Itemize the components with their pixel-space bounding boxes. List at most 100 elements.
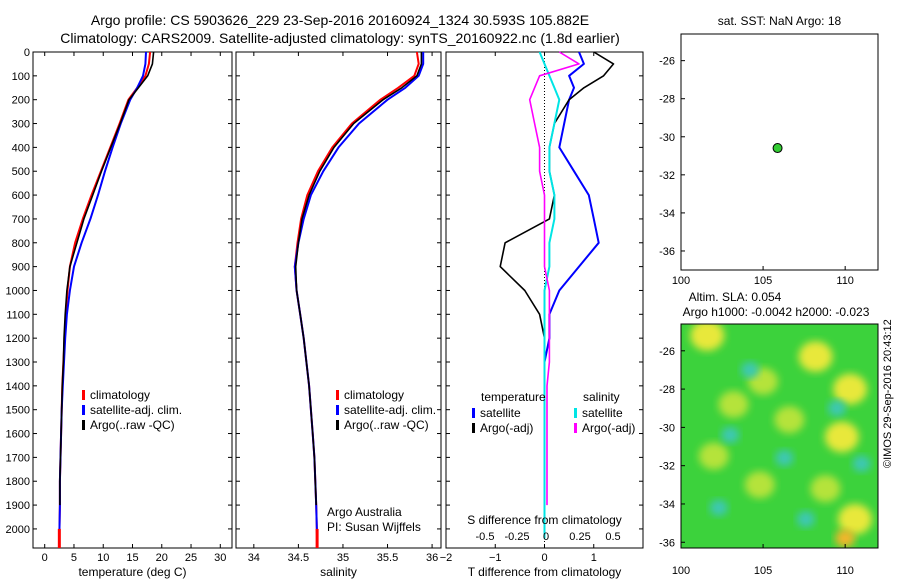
sla-anomaly-blob: [709, 499, 728, 516]
temperature-legend-swatch: [82, 405, 85, 415]
sla-anomaly-blob: [740, 361, 759, 379]
differences-series-0-line: [543, 51, 600, 539]
temperature-xtick-label: 15: [126, 552, 138, 564]
depth-tick-label: 400: [12, 142, 30, 154]
depth-tick-label: 200: [12, 95, 30, 107]
diff-legend-label: Argo(-adj): [582, 421, 635, 435]
differences-xtick-label: 0: [541, 552, 547, 564]
differences-xtick-label: −2: [440, 552, 453, 564]
sla-anomaly-blob: [827, 400, 846, 417]
salinity-plot-frame: [235, 51, 442, 549]
differences-series-1-line: [499, 51, 615, 506]
salinity-diff-tick-label: 0: [543, 531, 549, 543]
salinity-legend-label: climatology: [344, 388, 404, 402]
depth-tick-label: 1300: [6, 357, 30, 369]
temperature-legend-label: Argo(..raw -QC): [90, 418, 175, 432]
salinity-xtick-label: 35: [337, 552, 349, 564]
temperature-legend-swatch: [82, 420, 85, 430]
salinity-diff-tick-label: 0.5: [605, 531, 620, 543]
temperature-xlabel: temperature (deg C): [78, 565, 186, 579]
sla-heatmap-field: [690, 324, 873, 548]
altimetry-title-heights: Argo h1000: -0.0042 h2000: -0.023: [683, 305, 870, 319]
depth-tick-label: 1800: [6, 476, 30, 488]
differences-xlabel: T difference from climatology: [468, 565, 622, 579]
salinity-legend-swatch: [336, 405, 339, 415]
sla-anomaly-blob: [698, 442, 729, 470]
heatmap-ytick-label: -26: [659, 346, 675, 358]
depth-tick-label: 1400: [6, 381, 30, 393]
heatmap-ytick-label: -30: [659, 422, 675, 434]
differences-xtick-label: −1: [489, 552, 502, 564]
temperature-series-0-line: [58, 51, 152, 539]
map-xtick-label: 100: [672, 275, 690, 287]
sla-anomaly-blob: [690, 324, 725, 351]
temperature-xtick-label: 0: [42, 552, 48, 564]
salinity-xtick-label: 36: [426, 552, 438, 564]
chart-title-line1: Argo profile: CS 5903626_229 23-Sep-2016…: [90, 12, 590, 28]
depth-tick-label: 1900: [6, 500, 30, 512]
diff-legend-swatch: [472, 423, 475, 433]
salinity-xlabel: salinity: [320, 565, 357, 579]
differences-series-3-line: [528, 51, 580, 506]
differences-xtick-label: 1: [591, 552, 597, 564]
location-map-frame: [680, 33, 879, 271]
temperature-xtick-label: 5: [71, 552, 77, 564]
map-ytick-label: -32: [659, 170, 675, 182]
argo-location-marker: [772, 143, 783, 154]
depth-tick-label: 2000: [6, 524, 30, 536]
depth-tick-label: 1200: [6, 333, 30, 345]
legend-title-salinity: salinity: [583, 390, 620, 404]
temperature-xtick-label: 25: [185, 552, 197, 564]
sla-anomaly-blob: [838, 503, 873, 535]
diff-legend-swatch: [574, 423, 577, 433]
altimetry-title-sla: Altim. SLA: 0.054: [689, 290, 782, 304]
sla-heatmap-frame: [680, 323, 879, 549]
diff-legend-swatch: [574, 408, 577, 418]
depth-tick-label: 1100: [6, 309, 30, 321]
depth-tick-label: 800: [12, 238, 30, 250]
map-ytick-label: -30: [659, 132, 675, 144]
diff-legend-label: satellite: [480, 406, 521, 420]
heatmap-ytick-label: -36: [659, 537, 675, 549]
map-ytick-label: -36: [659, 246, 675, 258]
depth-tick-label: 300: [12, 119, 30, 131]
depth-tick-label: 100: [12, 71, 30, 83]
sla-anomaly-blob: [824, 421, 859, 453]
salinity-legend-label: satellite-adj. clim.: [344, 403, 436, 417]
differences-series-2-line: [538, 51, 561, 539]
temperature-series-2-line: [59, 51, 155, 506]
depth-tick-label: 500: [12, 166, 30, 178]
salinity-legend-swatch: [336, 420, 339, 430]
salinity-diff-tick-label: 0.25: [569, 531, 590, 543]
sla-anomaly-blob: [744, 471, 775, 499]
sla-anomaly-blob: [721, 426, 740, 444]
sla-anomaly-blob: [835, 529, 856, 548]
salinity-annotation: PI: Susan Wijffels: [327, 520, 421, 534]
depth-tick-label: 1000: [6, 285, 30, 297]
heatmap-xtick-label: 100: [672, 565, 690, 577]
chart-title-line2: Climatology: CARS2009. Satellite-adjuste…: [60, 30, 620, 46]
heatmap-ytick-label: -28: [659, 384, 675, 396]
sla-anomaly-blob: [718, 390, 749, 418]
salinity-legend-swatch: [336, 390, 339, 400]
imos-timestamp: ©IMOS 29-Sep-2016 20:43:12: [882, 319, 894, 468]
heatmap-ytick-label: -32: [659, 461, 675, 473]
salinity-annotation: Argo Australia: [327, 505, 402, 519]
map-xtick-label: 110: [836, 275, 854, 287]
depth-tick-label: 1700: [6, 452, 30, 464]
map-ytick-label: -34: [659, 208, 675, 220]
salinity-diff-tick-label: -0.5: [476, 531, 495, 543]
temperature-xtick-label: 30: [214, 552, 226, 564]
sla-anomaly-blob: [810, 475, 841, 503]
legend-title-temperature: temperature: [481, 390, 546, 404]
map-ytick-label: -26: [659, 56, 675, 68]
salinity-diff-tick-label: -0.25: [504, 531, 529, 543]
salinity-legend-label: Argo(..raw -QC): [344, 418, 429, 432]
sla-anomaly-blob: [833, 373, 868, 405]
salinity-xtick-label: 34: [248, 552, 260, 564]
depth-tick-label: 900: [12, 262, 30, 274]
temperature-legend-label: climatology: [90, 388, 150, 402]
temperature-legend-label: satellite-adj. clim.: [90, 403, 182, 417]
salinity-xtick-label: 34.5: [288, 552, 309, 564]
